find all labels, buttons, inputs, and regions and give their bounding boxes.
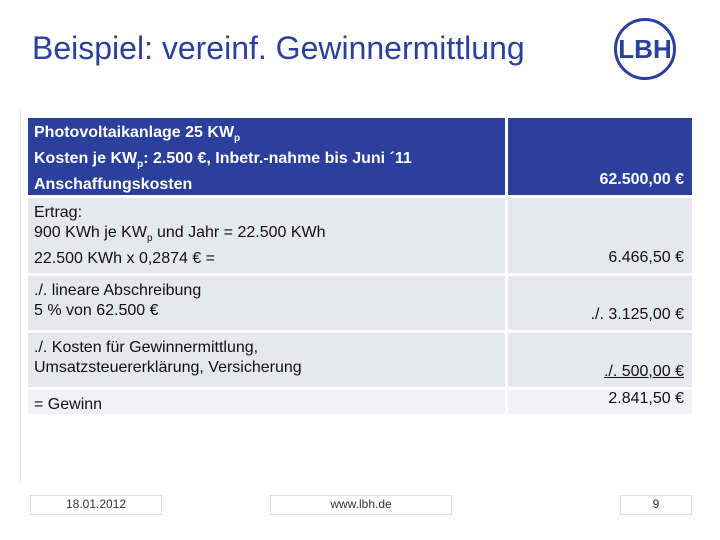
subscript: p: [137, 159, 144, 171]
amount: 2.841,50 €: [608, 390, 684, 407]
amount: ./. 500,00 €: [603, 363, 684, 380]
label-line: = Gewinn: [34, 395, 505, 415]
row-label: ./. lineare Abschreibung 5 % von 62.500 €: [28, 276, 505, 330]
row-amount: 62.500,00 €: [508, 118, 692, 195]
text: = Gewinn: [34, 396, 103, 413]
label-line: ./. Kosten für Gewinnermittlung,: [34, 338, 505, 358]
label-line: Anschaffungskosten: [34, 175, 505, 195]
slide-title: Beispiel: vereinf. Gewinnermittlung: [32, 30, 525, 66]
row-amount: ./. 3.125,00 €: [508, 276, 692, 330]
text: ./. lineare Abschreibung: [34, 282, 202, 299]
text: 22.500 KWh x 0,2874 € =: [34, 250, 216, 268]
amount: 62.500,00 €: [599, 171, 684, 188]
text: Ertrag:: [34, 204, 83, 221]
text: Umsatzsteuererklärung, Versicherung: [34, 359, 302, 376]
subscript: p: [146, 233, 153, 245]
row-amount: 6.466,50 €: [508, 198, 692, 273]
text: : 2.500 €, Inbetr.-nahme bis Juni ´11: [143, 150, 412, 168]
row-amount: 2.841,50 €: [508, 390, 692, 414]
amount: ./. 3.125,00 €: [590, 306, 684, 323]
row-amount: ./. 500,00 €: [508, 333, 692, 387]
label-line: Kosten je KWp: 2.500 €, Inbetr.-nahme bi…: [34, 149, 505, 175]
label-line: 22.500 KWh x 0,2874 € =: [34, 249, 505, 269]
text: Anschaffungskosten: [34, 176, 193, 194]
rule: [20, 110, 21, 482]
label-line: Ertrag:: [34, 203, 505, 223]
logo: LBH: [614, 18, 676, 80]
label-line: 900 KWh je KWp und Jahr = 22.500 KWh: [34, 223, 505, 249]
footer-page: 9: [620, 495, 692, 515]
text: 900 KWh je KW: [34, 224, 147, 241]
amount: 6.466,50 €: [608, 249, 684, 266]
text: 5 % von 62.500 €: [34, 302, 159, 319]
text: Kosten je KW: [34, 150, 138, 168]
label-line: ./. lineare Abschreibung: [34, 281, 505, 301]
text: Photovoltaikanlage 25 KW: [34, 124, 235, 141]
label-line: Umsatzsteuererklärung, Versicherung: [34, 358, 505, 378]
label-line: 5 % von 62.500 €: [34, 301, 505, 321]
row-label: Photovoltaikanlage 25 KWp Kosten je KWp: …: [28, 118, 505, 195]
label-line: Photovoltaikanlage 25 KWp: [34, 123, 505, 149]
footer-date: 18.01.2012: [30, 495, 162, 515]
row-label: Ertrag: 900 KWh je KWp und Jahr = 22.500 …: [28, 198, 505, 273]
text: und Jahr = 22.500 KWh: [152, 224, 326, 241]
footer-url: www.lbh.de: [270, 495, 452, 515]
row-label: ./. Kosten für Gewinnermittlung, Umsatzst…: [28, 333, 505, 387]
subscript: p: [234, 133, 241, 145]
text: ./. Kosten für Gewinnermittlung,: [34, 339, 259, 356]
row-label: = Gewinn: [28, 390, 505, 414]
